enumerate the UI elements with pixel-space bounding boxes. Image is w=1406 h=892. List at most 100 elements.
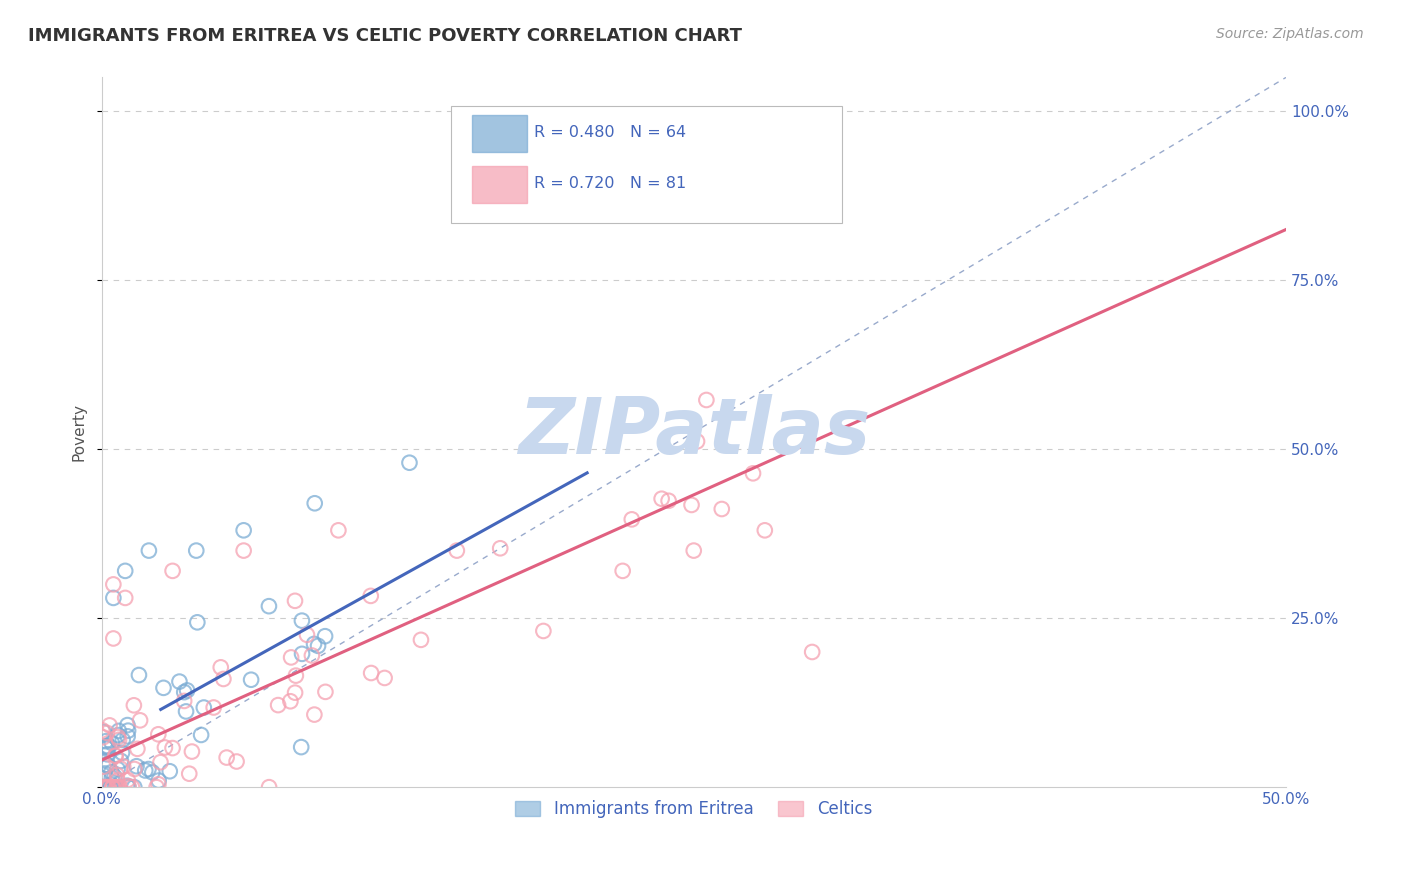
Point <box>97 740 120 755</box>
Point <box>360 589 382 603</box>
Point <box>105 768 128 782</box>
Point <box>101 771 124 785</box>
Point <box>101 780 124 794</box>
Point <box>97 780 120 794</box>
Point <box>112 759 135 773</box>
Point <box>107 730 129 744</box>
Point <box>110 762 132 776</box>
Point <box>127 742 149 756</box>
Point <box>149 755 172 769</box>
Point <box>328 524 350 538</box>
Point <box>96 739 118 753</box>
Point <box>162 741 184 756</box>
Point <box>257 780 280 794</box>
Point <box>314 629 336 643</box>
Point <box>145 780 167 794</box>
Point <box>695 392 717 407</box>
Point <box>93 725 115 739</box>
Point <box>148 777 170 791</box>
Point <box>111 746 134 760</box>
Point <box>742 467 765 481</box>
Point <box>108 723 131 738</box>
Point <box>682 543 704 558</box>
Point <box>153 740 176 755</box>
Point <box>97 780 120 794</box>
Point <box>301 648 323 663</box>
Point <box>284 668 307 682</box>
Point <box>107 762 129 776</box>
Point <box>181 745 204 759</box>
Point <box>107 780 129 794</box>
Text: R = 0.720   N = 81: R = 0.720 N = 81 <box>534 177 686 192</box>
Point <box>176 683 198 698</box>
Point <box>304 496 326 510</box>
Point <box>125 759 148 773</box>
Point <box>114 591 136 605</box>
Point <box>280 694 302 708</box>
Point <box>117 729 139 743</box>
Point <box>489 541 512 556</box>
Point <box>103 770 125 784</box>
Y-axis label: Poverty: Poverty <box>72 403 86 461</box>
Point <box>620 512 643 526</box>
Point <box>121 780 143 794</box>
Point <box>314 685 336 699</box>
Point <box>117 718 139 732</box>
Point <box>179 766 201 780</box>
Point <box>754 524 776 538</box>
FancyBboxPatch shape <box>472 115 527 152</box>
Point <box>162 564 184 578</box>
Point <box>117 772 139 787</box>
Point <box>190 728 212 742</box>
Point <box>686 434 709 449</box>
Point <box>148 773 170 788</box>
Point <box>91 780 114 794</box>
Point <box>124 780 146 794</box>
Point <box>284 686 307 700</box>
Point <box>304 707 326 722</box>
Point <box>101 780 124 794</box>
Point <box>107 773 129 788</box>
Point <box>105 780 128 794</box>
Point <box>612 564 634 578</box>
Point <box>360 666 382 681</box>
Point <box>257 599 280 614</box>
Point <box>104 748 127 763</box>
Point <box>307 639 329 653</box>
Point <box>101 736 124 750</box>
Point <box>117 723 139 738</box>
Point <box>96 747 118 762</box>
Point <box>100 777 122 791</box>
Point <box>169 674 191 689</box>
Text: R = 0.480   N = 64: R = 0.480 N = 64 <box>534 125 686 140</box>
Point <box>91 768 114 782</box>
Point <box>801 645 824 659</box>
Point <box>138 762 160 776</box>
Point <box>302 637 325 651</box>
Point <box>117 780 139 794</box>
Point <box>101 780 124 794</box>
Point <box>91 731 114 745</box>
Point <box>232 543 254 558</box>
Point <box>104 748 127 763</box>
Point <box>94 734 117 748</box>
Point <box>202 700 225 714</box>
Point <box>225 755 247 769</box>
Point <box>93 766 115 780</box>
Point <box>409 632 432 647</box>
Point <box>186 615 208 630</box>
Point <box>110 754 132 768</box>
Point <box>280 650 302 665</box>
Point <box>117 779 139 793</box>
Point <box>138 543 160 558</box>
Point <box>374 671 396 685</box>
Point <box>240 673 263 687</box>
Point <box>91 780 114 794</box>
Point <box>134 764 156 778</box>
Point <box>93 760 115 774</box>
Point <box>173 694 195 708</box>
Point <box>114 564 136 578</box>
Point <box>291 647 314 661</box>
Point <box>103 577 125 591</box>
Point <box>215 750 238 764</box>
